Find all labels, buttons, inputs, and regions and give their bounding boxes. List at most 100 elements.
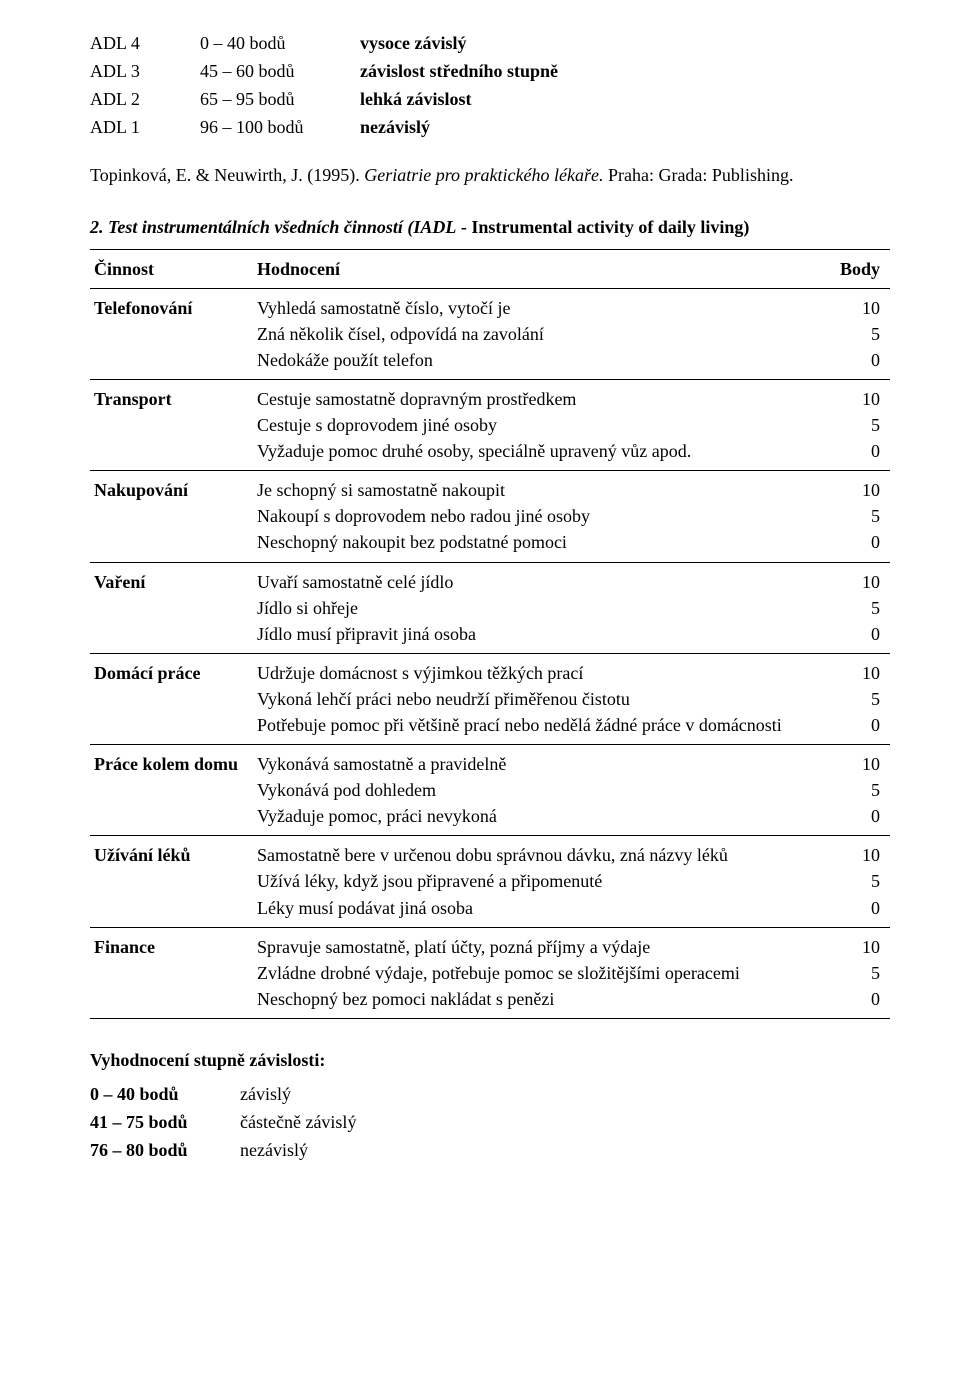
score-value: 0: [820, 986, 880, 1012]
evaluation-row: 41 – 75 bodů částečně závislý: [90, 1109, 890, 1135]
assessment-line: Nedokáže použít telefon: [257, 347, 812, 373]
assessment-cell: Spravuje samostatně, platí účty, pozná p…: [257, 927, 820, 1018]
assessment-cell: Je schopný si samostatně nakoupit Nakoup…: [257, 471, 820, 562]
score-value: 5: [820, 595, 880, 621]
score-value: 5: [820, 503, 880, 529]
score-value: 10: [820, 386, 880, 412]
score-cell: 10 5 0: [820, 836, 890, 927]
assessment-line: Vyhledá samostatně číslo, vytočí je: [257, 295, 812, 321]
evaluation-range: 41 – 75 bodů: [90, 1109, 240, 1135]
table-row: Nakupování Je schopný si samostatně nako…: [90, 471, 890, 562]
assessment-line: Uvaří samostatně celé jídlo: [257, 569, 812, 595]
adl-row: ADL 3 45 – 60 bodů závislost středního s…: [90, 58, 890, 84]
assessment-line: Vykoná lehčí práci nebo neudrží přiměřen…: [257, 686, 812, 712]
score-value: 10: [820, 751, 880, 777]
citation-authors: Topinková, E. & Neuwirth, J. (1995).: [90, 165, 364, 185]
col-activity: Činnost: [90, 249, 257, 288]
score-value: 10: [820, 295, 880, 321]
table-row: Práce kolem domu Vykonává samostatně a p…: [90, 745, 890, 836]
table-row: Finance Spravuje samostatně, platí účty,…: [90, 927, 890, 1018]
col-assessment: Hodnocení: [257, 249, 820, 288]
score-value: 0: [820, 529, 880, 555]
assessment-line: Cestuje s doprovodem jiné osoby: [257, 412, 812, 438]
adl-row: ADL 1 96 – 100 bodů nezávislý: [90, 114, 890, 140]
assessment-line: Jídlo musí připravit jiná osoba: [257, 621, 812, 647]
evaluation-title: Vyhodnocení stupně závislosti:: [90, 1047, 890, 1073]
score-value: 10: [820, 569, 880, 595]
assessment-line: Vykonává samostatně a pravidelně: [257, 751, 812, 777]
table-row: Domácí práce Udržuje domácnost s výjimko…: [90, 653, 890, 744]
evaluation-range: 76 – 80 bodů: [90, 1137, 240, 1163]
assessment-line: Samostatně bere v určenou dobu správnou …: [257, 842, 812, 868]
assessment-cell: Vykonává samostatně a pravidelně Vykonáv…: [257, 745, 820, 836]
assessment-line: Jídlo si ohřeje: [257, 595, 812, 621]
assessment-line: Vyžaduje pomoc druhé osoby, speciálně up…: [257, 438, 812, 464]
score-value: 5: [820, 868, 880, 894]
adl-range: 0 – 40 bodů: [200, 30, 360, 56]
adl-levels-list: ADL 4 0 – 40 bodů vysoce závislý ADL 3 4…: [90, 30, 890, 140]
score-value: 0: [820, 895, 880, 921]
activity-cell: Užívání léků: [90, 836, 257, 927]
score-cell: 10 5 0: [820, 927, 890, 1018]
iadl-heading-italic: 2. Test instrumentálních všedních činnos…: [90, 217, 456, 237]
score-cell: 10 5 0: [820, 379, 890, 470]
evaluation-row: 0 – 40 bodů závislý: [90, 1081, 890, 1107]
score-value: 5: [820, 412, 880, 438]
activity-cell: Nakupování: [90, 471, 257, 562]
table-row: Užívání léků Samostatně bere v určenou d…: [90, 836, 890, 927]
assessment-line: Udržuje domácnost s výjimkou těžkých pra…: [257, 660, 812, 686]
table-row: Vaření Uvaří samostatně celé jídlo Jídlo…: [90, 562, 890, 653]
adl-row: ADL 4 0 – 40 bodů vysoce závislý: [90, 30, 890, 56]
score-value: 10: [820, 477, 880, 503]
score-value: 0: [820, 803, 880, 829]
activity-cell: Vaření: [90, 562, 257, 653]
iadl-heading-bold: - Instrumental activity of daily living): [456, 217, 749, 237]
score-value: 5: [820, 777, 880, 803]
score-value: 5: [820, 960, 880, 986]
assessment-cell: Udržuje domácnost s výjimkou těžkých pra…: [257, 653, 820, 744]
activity-cell: Finance: [90, 927, 257, 1018]
assessment-cell: Vyhledá samostatně číslo, vytočí je Zná …: [257, 288, 820, 379]
evaluation-label: nezávislý: [240, 1137, 308, 1163]
assessment-cell: Cestuje samostatně dopravným prostředkem…: [257, 379, 820, 470]
adl-label: lehká závislost: [360, 86, 472, 112]
document-page: ADL 4 0 – 40 bodů vysoce závislý ADL 3 4…: [0, 0, 960, 1205]
assessment-line: Nakoupí s doprovodem nebo radou jiné oso…: [257, 503, 812, 529]
score-value: 0: [820, 712, 880, 738]
citation: Topinková, E. & Neuwirth, J. (1995). Ger…: [90, 162, 890, 188]
evaluation-label: částečně závislý: [240, 1109, 356, 1135]
assessment-line: Spravuje samostatně, platí účty, pozná p…: [257, 934, 812, 960]
assessment-cell: Uvaří samostatně celé jídlo Jídlo si ohř…: [257, 562, 820, 653]
score-value: 0: [820, 438, 880, 464]
assessment-line: Zná několik čísel, odpovídá na zavolání: [257, 321, 812, 347]
assessment-line: Zvládne drobné výdaje, potřebuje pomoc s…: [257, 960, 812, 986]
adl-code: ADL 4: [90, 30, 200, 56]
adl-range: 65 – 95 bodů: [200, 86, 360, 112]
assessment-line: Užívá léky, když jsou připravené a připo…: [257, 868, 812, 894]
assessment-line: Vyžaduje pomoc, práci nevykoná: [257, 803, 812, 829]
activity-cell: Transport: [90, 379, 257, 470]
adl-range: 96 – 100 bodů: [200, 114, 360, 140]
adl-label: vysoce závislý: [360, 30, 466, 56]
score-cell: 10 5 0: [820, 562, 890, 653]
score-value: 10: [820, 842, 880, 868]
score-cell: 10 5 0: [820, 745, 890, 836]
assessment-cell: Samostatně bere v určenou dobu správnou …: [257, 836, 820, 927]
table-header-row: Činnost Hodnocení Body: [90, 249, 890, 288]
table-row: Transport Cestuje samostatně dopravným p…: [90, 379, 890, 470]
assessment-line: Neschopný bez pomoci nakládat s penězi: [257, 986, 812, 1012]
adl-row: ADL 2 65 – 95 bodů lehká závislost: [90, 86, 890, 112]
adl-code: ADL 1: [90, 114, 200, 140]
assessment-line: Vykonává pod dohledem: [257, 777, 812, 803]
adl-code: ADL 3: [90, 58, 200, 84]
adl-range: 45 – 60 bodů: [200, 58, 360, 84]
evaluation-label: závislý: [240, 1081, 291, 1107]
adl-label: závislost středního stupně: [360, 58, 558, 84]
activity-cell: Telefonování: [90, 288, 257, 379]
activity-cell: Domácí práce: [90, 653, 257, 744]
assessment-line: Potřebuje pomoc při většině prací nebo n…: [257, 712, 812, 738]
evaluation-list: 0 – 40 bodů závislý 41 – 75 bodů částečn…: [90, 1081, 890, 1163]
evaluation-range: 0 – 40 bodů: [90, 1081, 240, 1107]
evaluation-row: 76 – 80 bodů nezávislý: [90, 1137, 890, 1163]
score-value: 5: [820, 321, 880, 347]
